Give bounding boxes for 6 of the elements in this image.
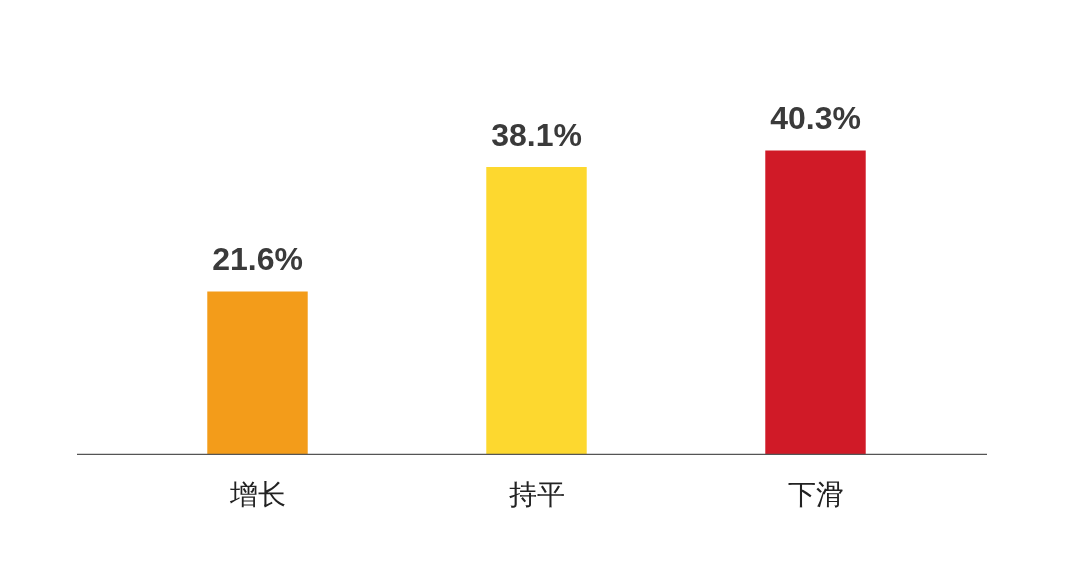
x-tick-label: 下滑 (787, 478, 844, 512)
x-tick-label: 持平 (508, 478, 565, 512)
x-tick-label: 增长 (228, 478, 286, 512)
data-label: 38.1% (491, 116, 582, 153)
data-label: 21.6% (212, 241, 303, 278)
data-label: 40.3% (770, 100, 861, 137)
